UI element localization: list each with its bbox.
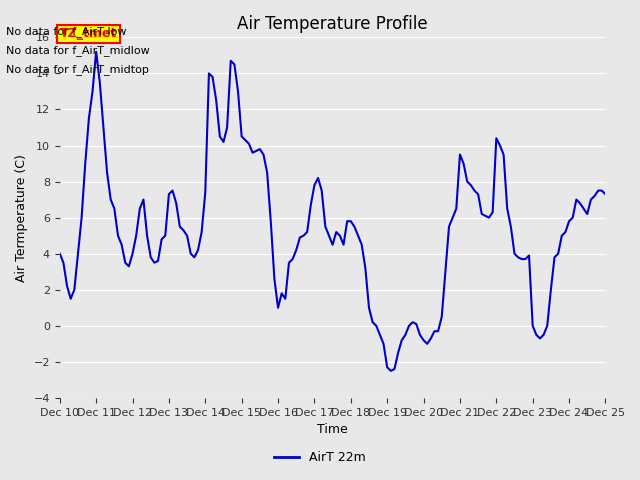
Y-axis label: Air Termperature (C): Air Termperature (C) bbox=[15, 154, 28, 282]
X-axis label: Time: Time bbox=[317, 423, 348, 436]
Text: No data for f_AirT_midlow: No data for f_AirT_midlow bbox=[6, 45, 150, 56]
Text: TZ_tmet: TZ_tmet bbox=[60, 27, 117, 40]
Text: No data for f_AirT_midtop: No data for f_AirT_midtop bbox=[6, 64, 149, 75]
Legend: AirT 22m: AirT 22m bbox=[269, 446, 371, 469]
Text: No data for f_AirT low: No data for f_AirT low bbox=[6, 25, 127, 36]
Title: Air Temperature Profile: Air Temperature Profile bbox=[237, 15, 428, 33]
